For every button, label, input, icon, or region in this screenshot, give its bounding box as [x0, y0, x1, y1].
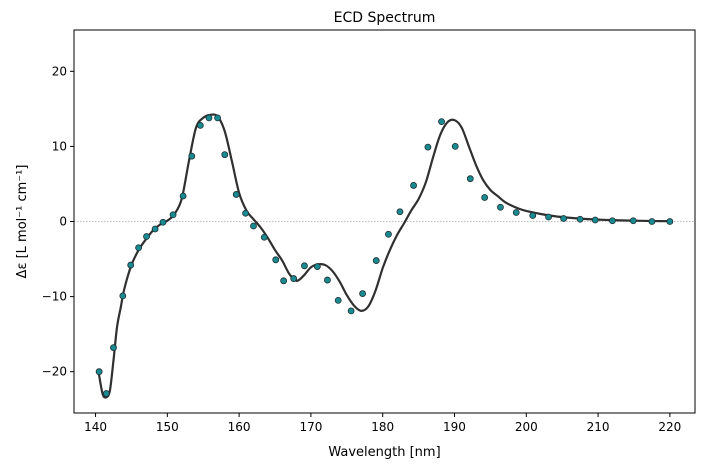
- data-point: [372, 257, 380, 264]
- data-point: [629, 217, 637, 225]
- data-point: [221, 151, 229, 159]
- x-tick-label: 220: [658, 420, 681, 434]
- data-point: [290, 275, 298, 282]
- data-point: [272, 256, 280, 264]
- data-point: [666, 218, 674, 225]
- data-point: [169, 211, 177, 219]
- data-point: [529, 212, 537, 219]
- data-point: [512, 209, 520, 216]
- data-point: [250, 222, 257, 230]
- data-point: [95, 368, 103, 376]
- x-tick-label: 160: [228, 420, 251, 434]
- y-tick-label: −20: [42, 365, 67, 379]
- x-tick-label: 140: [84, 420, 107, 434]
- x-axis-label: Wavelength [nm]: [328, 445, 440, 460]
- x-tick-label: 180: [371, 420, 394, 434]
- data-point: [545, 213, 552, 221]
- data-point: [188, 152, 196, 160]
- x-tick-label: 170: [299, 420, 322, 434]
- plot-area: [74, 113, 695, 399]
- data-point: [591, 216, 599, 224]
- data-point: [648, 218, 656, 225]
- data-point: [359, 290, 367, 297]
- data-point: [196, 121, 204, 129]
- data-point: [151, 225, 159, 233]
- data-point: [110, 344, 117, 352]
- data-point: [347, 307, 355, 315]
- x-tick-label: 210: [587, 420, 610, 434]
- data-point: [280, 277, 288, 285]
- data-point: [205, 114, 213, 122]
- data-point: [232, 191, 240, 198]
- data-point: [560, 215, 568, 222]
- data-point: [301, 262, 308, 270]
- data-point: [334, 296, 342, 304]
- y-tick-label: 20: [52, 64, 67, 78]
- data-point: [410, 182, 417, 189]
- data-point: [385, 230, 392, 238]
- data-point: [451, 142, 459, 150]
- data-point: [313, 263, 321, 270]
- data-point: [497, 203, 504, 211]
- y-tick-label: 10: [52, 139, 67, 153]
- x-tick-label: 200: [515, 420, 538, 434]
- data-point: [324, 276, 331, 284]
- axis-ticks: 140 150 160 170 180 190 200 210 220 −20 −10 0 10 20: [42, 64, 682, 434]
- data-point: [119, 292, 127, 300]
- data-point: [179, 192, 187, 200]
- chart-title: ECD Spectrum: [334, 10, 436, 26]
- data-point: [260, 233, 268, 241]
- data-point: [466, 175, 474, 183]
- y-tick-label: −10: [42, 290, 67, 304]
- data-point: [242, 209, 249, 217]
- data-point: [609, 217, 616, 225]
- data-point: [424, 143, 432, 151]
- y-axis-label: Δε [L mol⁻¹ cm⁻¹]: [15, 165, 30, 279]
- x-tick-label: 150: [156, 420, 179, 434]
- data-point: [396, 208, 404, 216]
- data-point: [135, 244, 143, 252]
- data-point: [159, 218, 167, 226]
- data-point: [214, 114, 221, 122]
- data-point: [576, 215, 584, 223]
- y-tick-label: 0: [59, 215, 67, 229]
- x-tick-label: 190: [443, 420, 466, 434]
- data-point: [102, 390, 110, 397]
- data-point: [127, 261, 135, 269]
- data-point: [481, 194, 489, 201]
- data-point: [438, 118, 445, 126]
- data-point: [143, 233, 150, 240]
